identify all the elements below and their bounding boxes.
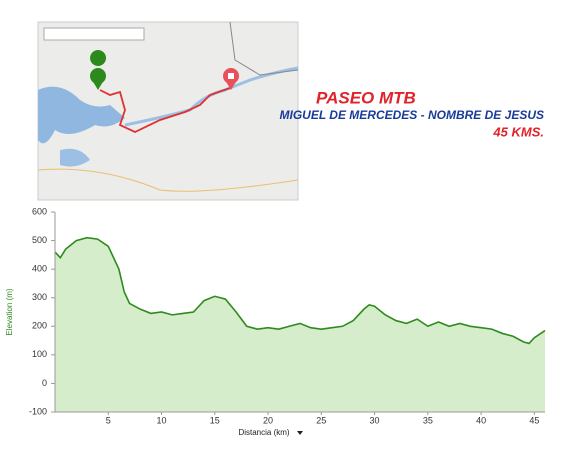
x-tick-label: 5 [106, 415, 111, 425]
header-title: PASEO MTB [316, 88, 416, 107]
x-tick-label: 30 [370, 415, 380, 425]
header-subtitle: MIGUEL DE MERCEDES - NOMBRE DE JESUS [280, 108, 544, 122]
y-axis-label: Elevation (m) [5, 288, 14, 335]
x-tick-label: 15 [210, 415, 220, 425]
y-tick-label: 600 [32, 206, 47, 216]
y-tick-label: 300 [32, 292, 47, 302]
x-tick-label: 40 [476, 415, 486, 425]
x-tick-label: 25 [316, 415, 326, 425]
y-tick-label: -100 [29, 406, 47, 416]
x-axis-label: Distancia (km) [238, 428, 289, 437]
x-tick-label: 35 [423, 415, 433, 425]
y-tick-label: 400 [32, 264, 47, 274]
map [37, 21, 299, 201]
y-tick-label: 500 [32, 235, 47, 245]
x-tick-label: 45 [529, 415, 539, 425]
dropdown-arrow[interactable] [297, 431, 303, 435]
x-tick-label: 20 [263, 415, 273, 425]
y-tick-label: 0 [42, 378, 47, 388]
y-tick-label: 100 [32, 349, 47, 359]
elevation-line [54, 236, 546, 345]
header-distance: 45 KMS. [492, 124, 544, 139]
area-fill [55, 237, 545, 412]
x-tick-label: 10 [157, 415, 167, 425]
y-tick-label: 200 [32, 321, 47, 331]
